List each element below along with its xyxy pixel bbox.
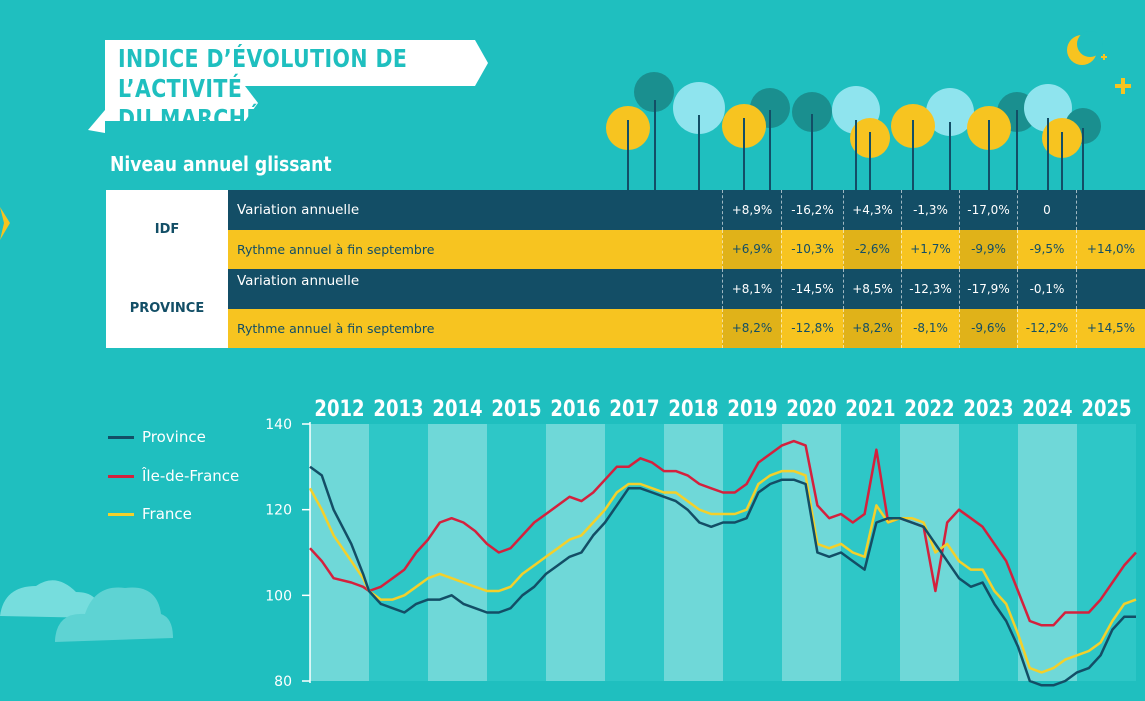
- table-cell: [1076, 190, 1145, 230]
- table-cell: -9,5%: [1017, 229, 1076, 269]
- cloud-icon: [0, 580, 173, 642]
- table-cell: -1,3%: [901, 190, 959, 230]
- legend-item-province: Province: [108, 428, 206, 446]
- table-cell: -0,1%: [1017, 269, 1076, 309]
- x-tick-label: 2023: [963, 395, 1013, 421]
- x-tick-label: 2018: [668, 395, 718, 421]
- table-cell: -17,9%: [959, 269, 1017, 309]
- series-line--le-de-france: [309, 439, 1137, 627]
- title-banner: [88, 40, 488, 133]
- table-cell: -10,3%: [781, 229, 843, 269]
- table-cell: -17,0%: [959, 190, 1017, 230]
- table-cell: -12,2%: [1017, 308, 1076, 348]
- table-cell: +1,7%: [901, 229, 959, 269]
- table-cell: -9,9%: [959, 229, 1017, 269]
- legend-label: Province: [142, 428, 206, 446]
- x-tick-label: 2025: [1081, 395, 1131, 421]
- y-tick-label: 80: [274, 674, 292, 690]
- series-line-france: [308, 469, 1137, 674]
- x-tick-label: 2013: [373, 395, 423, 421]
- series-line-province: [309, 465, 1136, 687]
- year-band: [664, 424, 723, 681]
- arrow-marker-icon: [0, 207, 10, 240]
- table-cell: +8,2%: [722, 308, 781, 348]
- row-label: Variation annuelle: [237, 201, 360, 218]
- table-cell: -16,2%: [781, 190, 843, 230]
- table-row: Rythme annuel à fin septembre +8,2% -12,…: [228, 308, 1145, 348]
- table-cell: +8,5%: [843, 269, 901, 309]
- legend-swatch: [108, 474, 134, 478]
- x-tick-label: 2020: [786, 395, 836, 421]
- x-tick-label: 2019: [727, 395, 777, 421]
- table-cell: +14,0%: [1076, 229, 1145, 269]
- x-tick-label: 2021: [845, 395, 895, 421]
- moon-icon: [1067, 31, 1131, 94]
- year-band: [428, 424, 487, 681]
- year-band: [959, 424, 1018, 681]
- table-cell: +14,5%: [1076, 308, 1145, 348]
- legend-label: France: [142, 505, 192, 523]
- x-tick-label: 2015: [491, 395, 541, 421]
- table-cell: -8,1%: [901, 308, 959, 348]
- title-line-1: INDICE D’ÉVOLUTION DE L’ACTIVITÉ: [118, 44, 408, 103]
- table-cell: +8,1%: [722, 269, 781, 309]
- year-band: [1077, 424, 1136, 681]
- table-cell: +8,9%: [722, 190, 781, 230]
- table-row: Variation annuelle +8,9% -16,2% +4,3% -1…: [228, 190, 1145, 230]
- table-row: Variation annuelle +8,1% -14,5% +8,5% -1…: [228, 269, 1145, 309]
- table-cell: 0: [1017, 190, 1076, 230]
- title-line-2: DU MARCHÉ: [118, 104, 261, 133]
- y-tick-label: 140: [265, 417, 292, 433]
- table-cell: -14,5%: [781, 269, 843, 309]
- legend-swatch: [108, 435, 134, 439]
- legend-swatch: [108, 512, 134, 516]
- year-band: [487, 424, 546, 681]
- year-band: [369, 424, 428, 681]
- table-cell: -9,6%: [959, 308, 1017, 348]
- table-cell: -12,3%: [901, 269, 959, 309]
- page-title: INDICE D’ÉVOLUTION DE L’ACTIVITÉ DU MARC…: [118, 44, 495, 134]
- table-row: Rythme annuel à fin septembre +6,9% -10,…: [228, 229, 1145, 269]
- year-band: [782, 424, 841, 681]
- x-tick-label: 2017: [609, 395, 659, 421]
- section-subtitle: Niveau annuel glissant: [110, 152, 332, 176]
- year-band: [546, 424, 605, 681]
- trees-decoration: [606, 72, 1101, 190]
- year-band: [310, 424, 369, 681]
- x-tick-label: 2012: [314, 395, 364, 421]
- x-tick-label: 2014: [432, 395, 482, 421]
- y-tick-label: 120: [265, 503, 292, 519]
- table-cell: +8,2%: [843, 308, 901, 348]
- x-tick-label: 2022: [904, 395, 954, 421]
- year-band: [605, 424, 664, 681]
- table-cell: [1076, 269, 1145, 309]
- x-tick-label: 2016: [550, 395, 600, 421]
- table-cell: +4,3%: [843, 190, 901, 230]
- row-label: Variation annuelle: [237, 273, 360, 289]
- legend-item-idf: Île-de-France: [108, 467, 239, 485]
- y-tick-label: 100: [265, 588, 292, 604]
- table-cell: +6,9%: [722, 229, 781, 269]
- year-band: [723, 424, 782, 681]
- table-cell: -12,8%: [781, 308, 843, 348]
- x-tick-label: 2024: [1022, 395, 1072, 421]
- legend-label: Île-de-France: [142, 467, 240, 485]
- summary-table: IDF PROVINCE Variation annuelle +8,9% -1…: [106, 190, 1145, 348]
- region-label-province: PROVINCE: [106, 269, 228, 348]
- legend-item-france: France: [108, 505, 192, 523]
- year-band: [1018, 424, 1077, 681]
- row-label: Rythme annuel à fin septembre: [237, 320, 435, 336]
- year-band: [841, 424, 900, 681]
- row-label: Rythme annuel à fin septembre: [237, 241, 435, 257]
- region-label-idf: IDF: [106, 190, 228, 269]
- table-cell: -2,6%: [843, 229, 901, 269]
